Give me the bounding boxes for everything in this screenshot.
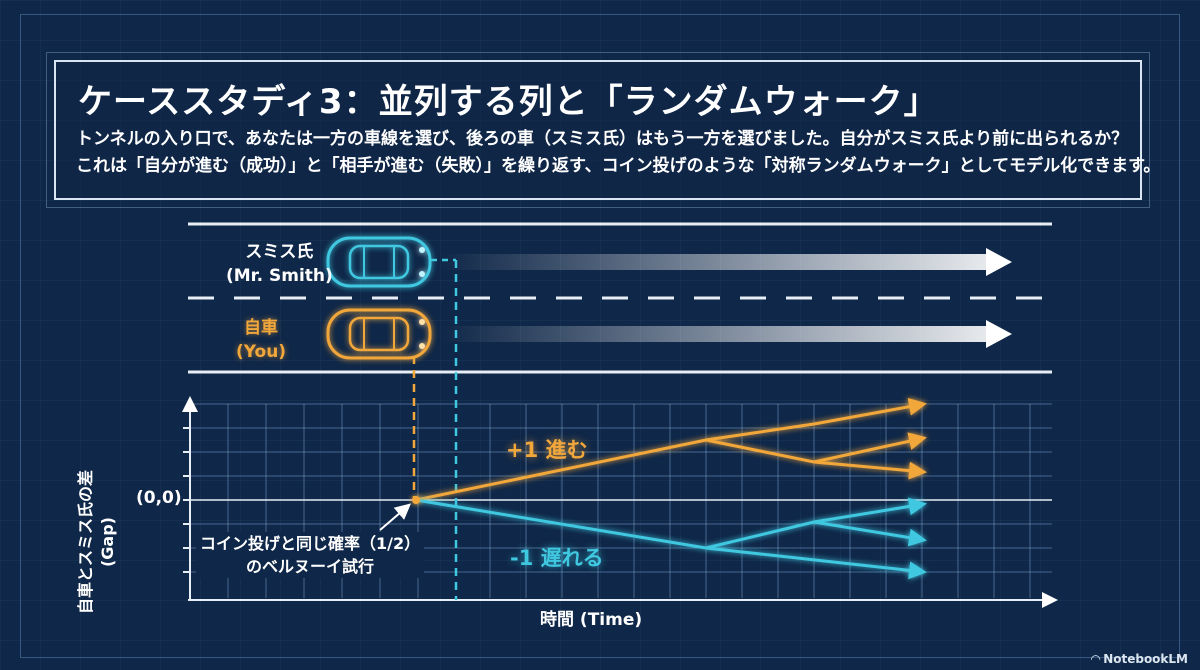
smith-motion-trail bbox=[440, 248, 1012, 276]
down-walk-paths bbox=[415, 497, 927, 580]
you-car-icon bbox=[326, 308, 432, 360]
you-motion-trail bbox=[440, 320, 1012, 348]
down-step-label: -1 遅れる bbox=[510, 546, 604, 570]
origin-point bbox=[412, 496, 420, 504]
smith-lane-label: スミス氏 (Mr. Smith) bbox=[226, 242, 333, 286]
y-axis-label: 自車とスミス氏の差 (Gap) bbox=[76, 470, 117, 615]
you-lane-label: 自車 (You) bbox=[236, 318, 287, 362]
description-line-1: トンネルの入り口で、あなたは一方の車線を選び、後ろの車（スミス氏）はもう一方を選… bbox=[76, 129, 1129, 149]
description-line-2: これは「自分が進む（成功）」と「相手が進む（失敗）」を繰り返す、コイン投げのよう… bbox=[76, 156, 1161, 176]
page-title: ケーススタディ3：並列する列と「ランダムウォーク」 bbox=[78, 82, 939, 122]
smith-car-icon bbox=[326, 236, 432, 288]
description: トンネルの入り口で、あなたは一方の車線を選び、後ろの車（スミス氏）はもう一方を選… bbox=[76, 126, 1161, 180]
up-step-label: +1 進む bbox=[506, 438, 588, 462]
notebooklm-logo-icon: ◠ bbox=[1090, 652, 1101, 666]
y-axis-ticks bbox=[183, 427, 190, 573]
title-panel: ケーススタディ3：並列する列と「ランダムウォーク」 トンネルの入り口で、あなたは… bbox=[46, 52, 1161, 208]
bernoulli-note: コイン投げと同じ確率（1/2） のベルヌーイ試行 bbox=[196, 532, 425, 578]
up-walk-paths bbox=[415, 397, 927, 502]
note-pointer-arrow bbox=[379, 503, 412, 531]
x-axis-label: 時間 (Time) bbox=[540, 610, 643, 630]
watermark: ◠ NotebookLM bbox=[1090, 652, 1188, 666]
outer-frame bbox=[20, 14, 1180, 658]
origin-label: (0,0) bbox=[136, 488, 182, 508]
